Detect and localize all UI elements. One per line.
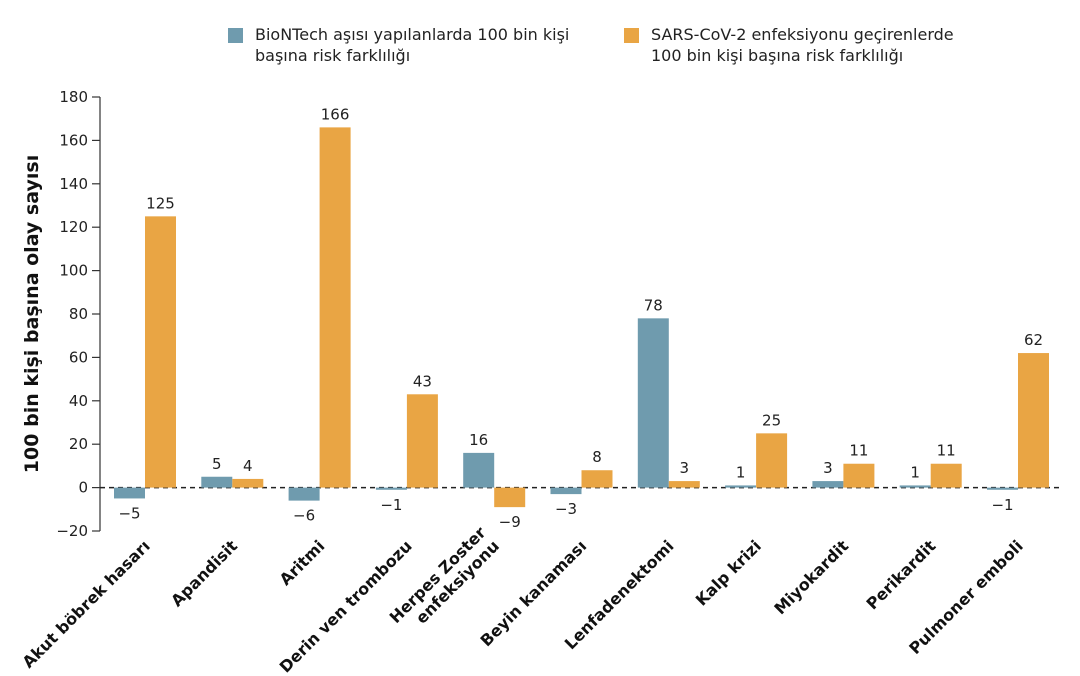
category-label-line: Perikardit bbox=[863, 536, 940, 613]
data-label-sars-cov-2: 8 bbox=[592, 448, 602, 466]
data-label-biontech: −1 bbox=[380, 496, 402, 514]
data-label-biontech: 3 bbox=[823, 459, 833, 477]
category-label: Akut böbrek hasarı bbox=[19, 536, 154, 671]
bar-biontech bbox=[899, 485, 931, 488]
bar-biontech bbox=[288, 487, 320, 501]
y-tick-label: 0 bbox=[78, 479, 88, 497]
bar-biontech bbox=[375, 487, 407, 490]
data-label-biontech: −1 bbox=[991, 496, 1013, 514]
legend-item-sars-cov-2: SARS-CoV-2 enfeksiyonu geçirenlerde 100 … bbox=[624, 24, 954, 66]
y-tick-label: 180 bbox=[59, 88, 88, 106]
category-label-line: Aritmi bbox=[276, 536, 329, 589]
data-label-sars-cov-2: 25 bbox=[762, 411, 781, 429]
legend: BioNTech aşısı yapılanlarda 100 bin kişi… bbox=[228, 24, 988, 74]
bar-sars-cov-2 bbox=[668, 481, 700, 488]
y-tick-label: 20 bbox=[69, 435, 88, 453]
data-label-sars-cov-2: 166 bbox=[321, 105, 350, 123]
bar-sars-cov-2 bbox=[930, 463, 962, 488]
data-label-sars-cov-2: 11 bbox=[937, 442, 956, 460]
data-label-biontech: −3 bbox=[555, 500, 577, 518]
category-label-line: Miyokardit bbox=[770, 536, 852, 618]
data-label-biontech: 78 bbox=[644, 296, 663, 314]
data-label-biontech: 5 bbox=[212, 455, 222, 473]
data-label-sars-cov-2: 125 bbox=[146, 194, 175, 212]
data-label-biontech: −5 bbox=[118, 504, 140, 522]
bar-sars-cov-2 bbox=[494, 487, 526, 508]
bar-sars-cov-2 bbox=[406, 394, 438, 488]
category-label-line: Apandisit bbox=[167, 536, 241, 610]
category-label-line: Akut böbrek hasarı bbox=[19, 536, 154, 671]
bar-biontech bbox=[201, 476, 233, 488]
bar-sars-cov-2 bbox=[843, 463, 875, 488]
category-label: Apandisit bbox=[167, 536, 241, 610]
data-label-biontech: 1 bbox=[910, 463, 920, 481]
category-label: Perikardit bbox=[863, 536, 940, 613]
bar-sars-cov-2 bbox=[145, 216, 176, 488]
data-label-biontech: −6 bbox=[293, 507, 315, 525]
legend-item-biontech: BioNTech aşısı yapılanlarda 100 bin kişi… bbox=[228, 24, 569, 66]
y-tick-label: 100 bbox=[59, 262, 88, 280]
data-label-biontech: 1 bbox=[736, 463, 746, 481]
data-label-sars-cov-2: 3 bbox=[680, 459, 690, 477]
data-label-sars-cov-2: 62 bbox=[1024, 331, 1043, 349]
category-label-line: Kalp krizi bbox=[692, 536, 765, 609]
bar-biontech bbox=[987, 487, 1018, 490]
data-label-biontech: 16 bbox=[469, 431, 488, 449]
legend-label-biontech: BioNTech aşısı yapılanlarda 100 bin kişi… bbox=[255, 25, 570, 65]
bar-sars-cov-2 bbox=[232, 478, 264, 488]
legend-swatch-sars-cov-2 bbox=[624, 28, 639, 43]
legend-label-sars-cov-2: SARS-CoV-2 enfeksiyonu geçirenlerde 100 … bbox=[651, 25, 954, 65]
data-label-sars-cov-2: 43 bbox=[413, 372, 432, 390]
y-tick-label: 40 bbox=[69, 392, 88, 410]
bar-sars-cov-2 bbox=[319, 127, 351, 488]
bar-biontech bbox=[812, 481, 844, 488]
y-tick-label: 60 bbox=[69, 348, 88, 366]
y-tick-label: 120 bbox=[59, 218, 88, 236]
bar-biontech bbox=[114, 487, 145, 499]
category-label: Miyokardit bbox=[770, 536, 852, 618]
legend-swatch-biontech bbox=[228, 28, 243, 43]
y-tick-label: 140 bbox=[59, 175, 88, 193]
category-label: Kalp krizi bbox=[692, 536, 765, 609]
bar-biontech bbox=[637, 318, 669, 488]
y-tick-label: 160 bbox=[59, 131, 88, 149]
bars bbox=[114, 127, 1049, 508]
data-label-sars-cov-2: 11 bbox=[849, 442, 868, 460]
bar-biontech bbox=[463, 452, 495, 488]
y-tick-label: 80 bbox=[69, 305, 88, 323]
y-axis-label: 100 bin kişi başına olay sayısı bbox=[21, 155, 43, 473]
y-tick-label: −20 bbox=[56, 522, 88, 540]
data-label-sars-cov-2: 4 bbox=[243, 457, 253, 475]
bar-biontech bbox=[550, 487, 582, 495]
bar-sars-cov-2 bbox=[756, 433, 788, 488]
bar-sars-cov-2 bbox=[1018, 353, 1049, 488]
category-label: Aritmi bbox=[276, 536, 329, 589]
bar-sars-cov-2 bbox=[581, 470, 613, 488]
data-label-sars-cov-2: −9 bbox=[499, 513, 521, 531]
bar-biontech bbox=[725, 485, 757, 488]
